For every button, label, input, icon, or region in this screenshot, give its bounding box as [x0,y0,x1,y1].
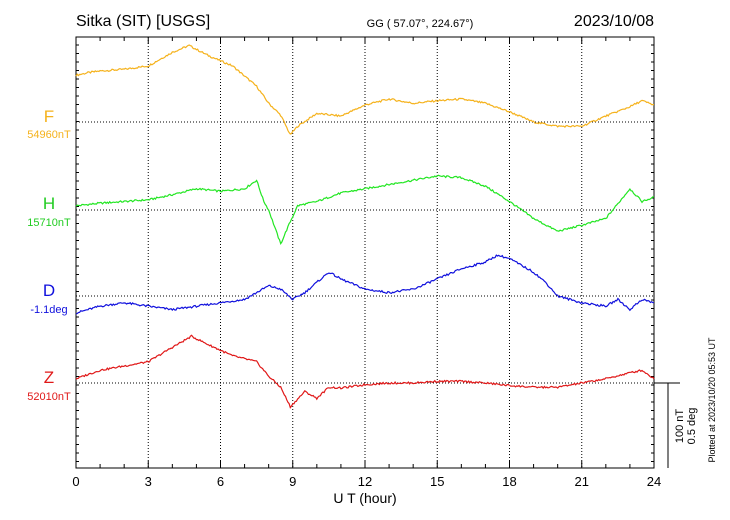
station-title: Sitka (SIT) [USGS] [76,13,210,30]
baseline-label-H: 15710nT [27,217,71,229]
x-tick-label: 18 [502,474,516,489]
axis-ticks [76,37,654,468]
series-lines [75,44,655,409]
x-axis-title: U T (hour) [333,490,396,506]
x-tick-label: 3 [145,474,152,489]
scale-bar-nt-label: 100 nT [674,409,686,444]
x-tick-label: 0 [72,474,79,489]
coordinates-label: GG ( 57.07°, 224.67°) [367,18,474,30]
baseline-label-F: 54960nT [27,129,71,141]
x-tick-label: 15 [430,474,444,489]
series-line-Z [75,334,655,409]
component-label-D: D [43,281,55,300]
component-label-F: F [44,107,54,126]
date-label: 2023/10/08 [574,13,654,30]
x-tick-label: 21 [575,474,589,489]
x-tick-label: 9 [289,474,296,489]
series-line-F [75,44,654,135]
x-tick-label: 6 [217,474,224,489]
component-label-Z: Z [44,368,54,387]
series-line-H [75,174,655,245]
time-gridlines [147,37,583,468]
x-tick-label: 12 [358,474,372,489]
series-line-D [75,254,655,315]
baselines [76,121,654,384]
baseline-label-Z: 52010nT [27,391,71,403]
baseline-label-D: -1.1deg [30,304,67,316]
scale-bar-deg-label: 0.5 deg [686,408,698,445]
plotted-timestamp: Plotted at 2023/10/20 05:53 UT [707,337,717,463]
x-tick-label: 24 [647,474,661,489]
x-tick-labels: 0 3 6 9 12 15 18 21 24 [72,474,661,489]
component-label-H: H [43,194,55,213]
